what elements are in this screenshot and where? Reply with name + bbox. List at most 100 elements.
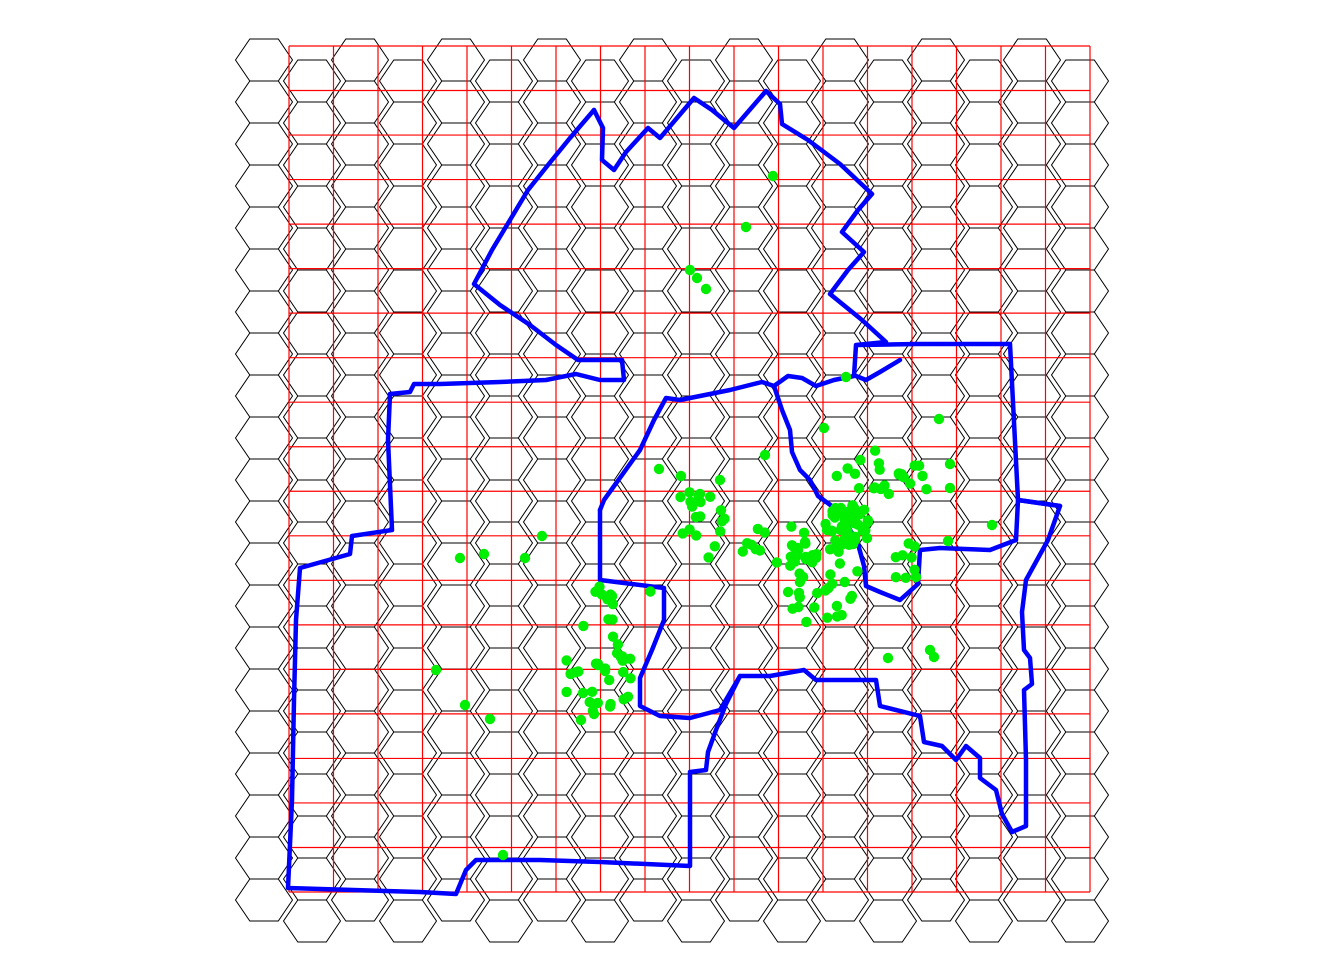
hex-cell	[954, 563, 1014, 607]
point-marker	[869, 482, 880, 493]
hex-cell	[858, 899, 918, 943]
point-marker	[839, 515, 850, 526]
hex-cell	[330, 668, 390, 712]
hex-cell	[330, 38, 390, 82]
hex-cell	[522, 80, 582, 124]
point-marker	[809, 602, 820, 613]
hex-cell	[906, 878, 966, 922]
hex-cell	[1050, 857, 1110, 901]
point-marker	[715, 505, 727, 516]
hex-cell	[522, 878, 582, 922]
hex-cell	[954, 101, 1014, 145]
hex-cell	[282, 311, 342, 355]
hex-cell	[282, 353, 342, 397]
hex-cell	[378, 563, 438, 607]
point-marker	[577, 687, 589, 699]
hex-cell	[1002, 836, 1062, 880]
hex-cell	[618, 878, 678, 922]
hex-cell	[666, 59, 726, 103]
point-marker	[831, 600, 843, 612]
hex-cell	[282, 857, 342, 901]
boundary-segment	[771, 383, 1063, 603]
hex-cell	[666, 185, 726, 229]
point-marker	[904, 478, 916, 489]
hex-cell	[810, 458, 870, 502]
hex-cell	[234, 416, 294, 460]
hex-cell	[618, 752, 678, 796]
point-marker	[921, 484, 932, 495]
hex-cell	[234, 206, 294, 250]
hex-cell	[522, 794, 582, 838]
point-marker	[596, 589, 607, 600]
point-marker	[750, 544, 761, 555]
point-marker	[824, 544, 836, 555]
point-marker	[605, 698, 616, 710]
hex-cell	[1050, 773, 1110, 817]
point-marker	[716, 516, 728, 527]
hex-cell	[618, 500, 678, 544]
hex-cell	[234, 458, 294, 502]
point-marker	[849, 468, 861, 479]
hex-cell	[474, 437, 534, 481]
point-marker	[584, 696, 595, 708]
hex-cell	[282, 479, 342, 523]
hex-cell	[282, 101, 342, 145]
hex-cell	[666, 353, 726, 397]
point-marker	[823, 582, 834, 594]
point-marker	[767, 170, 779, 182]
point-marker	[831, 611, 843, 622]
point-marker	[786, 521, 797, 532]
hex-cell	[714, 710, 774, 754]
hex-cell	[330, 542, 390, 586]
point-marker	[798, 527, 810, 538]
hex-cell	[1002, 206, 1062, 250]
hex-cell	[426, 794, 486, 838]
hex-cell	[618, 248, 678, 292]
hex-cell	[474, 899, 534, 943]
hex-cell	[714, 122, 774, 166]
point-marker	[986, 519, 998, 531]
hex-cell	[666, 815, 726, 859]
hex-cell	[330, 332, 390, 376]
hex-cell	[330, 416, 390, 460]
hex-cell	[474, 605, 534, 649]
point-marker	[818, 422, 830, 434]
hex-cell	[378, 689, 438, 733]
hex-cell	[954, 605, 1014, 649]
point-marker	[800, 551, 811, 563]
point-marker	[715, 526, 726, 537]
hex-cell	[282, 227, 342, 271]
hex-cell	[1050, 479, 1110, 523]
point-marker	[622, 691, 634, 702]
point-features	[430, 170, 998, 861]
hex-cell	[234, 794, 294, 838]
hex-cell	[714, 794, 774, 838]
hex-cell	[1050, 185, 1110, 229]
hex-cell	[234, 710, 294, 754]
hex-cell	[330, 164, 390, 208]
hex-cell	[234, 584, 294, 628]
boundary-segment	[853, 357, 903, 383]
hex-cell	[474, 185, 534, 229]
hex-cell	[762, 101, 822, 145]
hex-cell	[282, 899, 342, 943]
point-marker	[869, 445, 881, 456]
point-marker	[928, 651, 940, 663]
point-marker	[592, 658, 604, 669]
point-marker	[709, 541, 720, 552]
hex-cell	[666, 731, 726, 775]
boundary-segment	[285, 107, 1063, 897]
point-marker	[858, 504, 870, 515]
hex-cell	[810, 794, 870, 838]
hex-cell	[762, 731, 822, 775]
hex-cell	[234, 374, 294, 418]
point-marker	[714, 474, 726, 486]
hex-cell	[618, 290, 678, 334]
point-marker	[703, 552, 714, 563]
point-marker	[906, 552, 917, 563]
point-marker	[675, 491, 686, 503]
hex-cell	[762, 269, 822, 313]
point-marker	[839, 576, 850, 588]
hex-cell	[234, 164, 294, 208]
